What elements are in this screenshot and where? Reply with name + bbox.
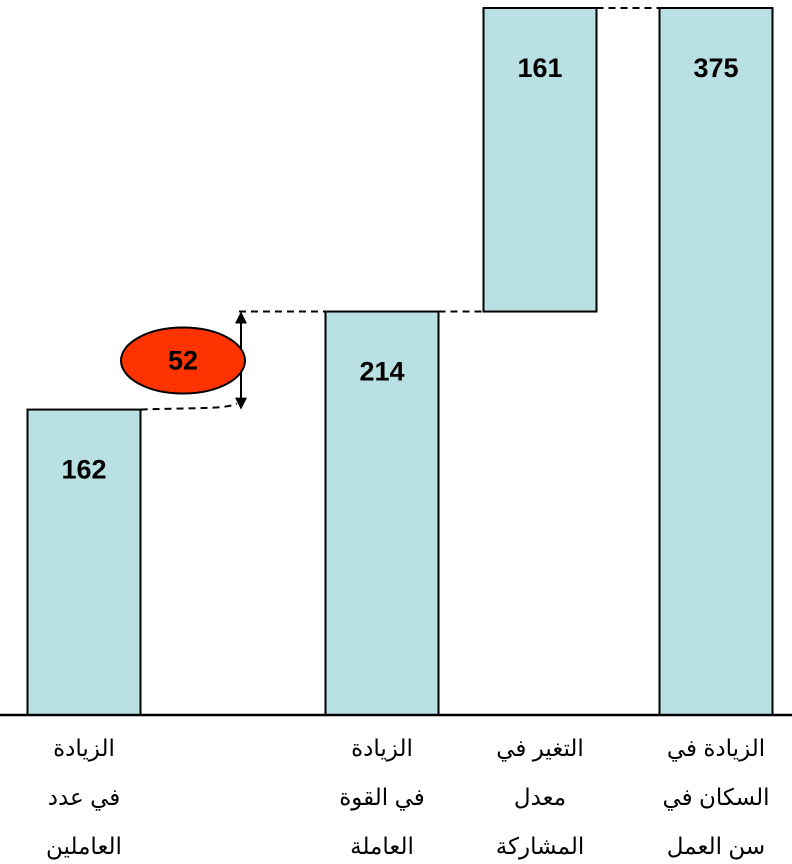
bar: [324, 310, 440, 716]
x-tick-label: الزيادة: [351, 735, 413, 762]
gap-ellipse: [120, 326, 246, 395]
x-tick-label: سن العمل: [667, 833, 765, 860]
bar: [658, 7, 774, 716]
x-tick-label: في القوة: [339, 784, 425, 811]
x-tick-label: الزيادة: [53, 735, 115, 762]
x-tick-label: الزيادة في: [667, 735, 765, 762]
x-tick-label: السكان في: [662, 784, 769, 811]
arrow-head: [235, 397, 247, 410]
x-tick-label: العاملين: [46, 833, 122, 860]
value-label: 214: [359, 357, 404, 387]
x-tick-label: في عدد: [48, 784, 121, 811]
x-tick-label: التغير في: [496, 735, 584, 762]
bar: [482, 7, 598, 313]
arrow-head: [235, 311, 247, 324]
connector: [140, 402, 238, 411]
x-tick-label: العاملة: [350, 833, 414, 859]
x-tick-label: معدل: [514, 784, 566, 810]
bar: [26, 408, 142, 716]
x-tick-label: المشاركة: [496, 833, 585, 860]
value-label: 162: [61, 455, 106, 485]
gap-label: 52: [168, 346, 198, 376]
value-label: 375: [693, 53, 738, 83]
value-label: 161: [517, 53, 562, 83]
